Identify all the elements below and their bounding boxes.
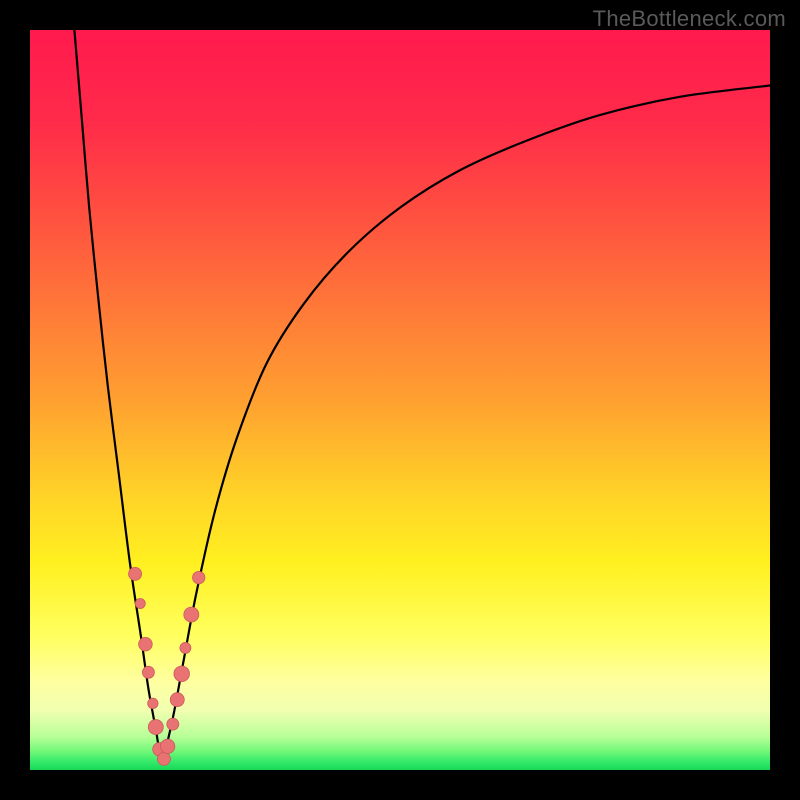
scatter-point <box>157 752 170 765</box>
scatter-point <box>184 607 199 622</box>
scatter-point <box>135 599 145 609</box>
scatter-point <box>170 693 184 707</box>
scatter-point <box>193 571 205 583</box>
scatter-point <box>142 666 154 678</box>
chart-svg <box>0 0 800 800</box>
scatter-point <box>174 666 190 682</box>
scatter-point <box>180 642 191 653</box>
scatter-point <box>139 637 153 651</box>
bottleneck-chart <box>0 0 800 800</box>
scatter-point <box>148 720 163 735</box>
scatter-point <box>167 718 179 730</box>
scatter-point <box>160 739 174 753</box>
plot-gradient-background <box>30 30 770 770</box>
scatter-point <box>148 698 158 708</box>
scatter-point <box>129 567 142 580</box>
watermark-text: TheBottleneck.com <box>593 6 786 32</box>
